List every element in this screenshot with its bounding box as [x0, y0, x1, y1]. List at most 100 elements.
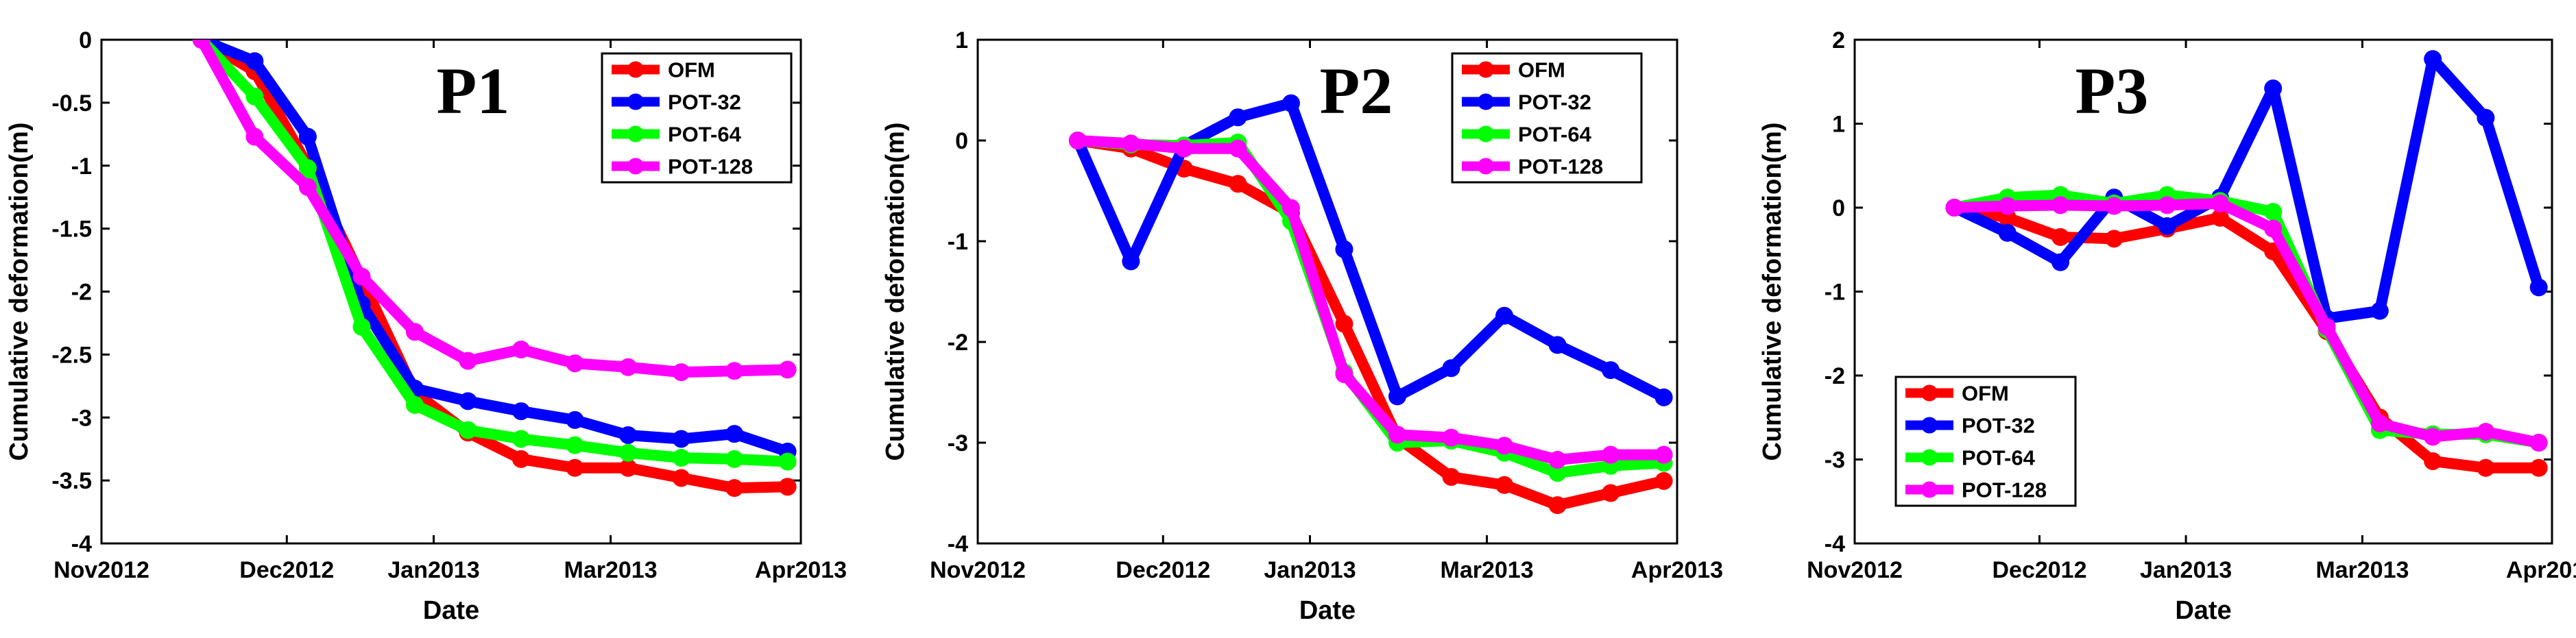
chart-3-series-pot-32-point — [2158, 217, 2176, 235]
chart-1-ytick-label: -1 — [71, 154, 92, 180]
chart-2-ytick-label: -4 — [948, 531, 968, 557]
chart-1-legend-label-pot-64: POT-64 — [668, 123, 742, 147]
chart-1-series-pot-128-point — [725, 362, 744, 380]
chart-1-xtick-label: Jan2013 — [387, 557, 479, 583]
chart-3-legend-marker-pot-32 — [1921, 417, 1938, 434]
chart-3-legend-marker-pot-64 — [1921, 449, 1938, 466]
chart-3-series-pot-128-point — [2529, 434, 2548, 452]
chart-3-xtick-label: Mar2013 — [2315, 557, 2409, 583]
chart-1-series-pot-128-point — [778, 360, 797, 379]
chart-3-series-pot-32-point — [2264, 79, 2283, 98]
chart-1-ylabel: Cumulative deformation(m) — [5, 122, 34, 461]
chart-3-series-ofm-point — [2105, 230, 2123, 248]
chart-1-series-pot-128-point — [512, 341, 530, 359]
chart-2-series-pot-64-point — [1548, 464, 1567, 482]
chart-1-series-pot-64-point — [459, 421, 477, 439]
chart-2-series-pot-32-point — [1654, 388, 1673, 406]
chart-1-ytick-label: -3 — [71, 405, 92, 431]
chart-3-series-ofm-point — [2051, 228, 2070, 246]
chart-1-series-ofm-point — [512, 450, 530, 468]
chart-2-legend-marker-ofm — [1478, 61, 1494, 78]
chart-2-xtick-label: Jan2013 — [1264, 557, 1356, 583]
chart-1-series-pot-32-point — [725, 425, 744, 443]
chart-1-series-pot-32-point — [619, 426, 638, 444]
chart-1-legend-marker-pot-32 — [627, 93, 644, 110]
chart-3-series-pot-128-point — [2477, 423, 2495, 441]
chart-1-xtick-label: Apr2013 — [755, 557, 847, 583]
chart-3-series-ofm-point — [2529, 458, 2548, 477]
chart-1-xtick-label: Mar2013 — [564, 557, 658, 583]
chart-1-ytick-label: 0 — [79, 27, 92, 53]
chart-1-xtick-label: Nov2012 — [53, 557, 149, 583]
chart-2-legend-label-pot-64: POT-64 — [1518, 123, 1592, 147]
chart-3-series-pot-128-point — [2424, 428, 2442, 446]
chart-1-xlabel: Date — [423, 596, 479, 625]
chart-3-legend-marker-ofm — [1921, 384, 1938, 402]
chart-2-ytick-label: 0 — [955, 128, 968, 154]
chart-2-series-pot-32-point — [1122, 252, 1140, 271]
chart-1-title: P1 — [437, 54, 510, 127]
chart-3-ytick-label: -4 — [1825, 531, 1845, 557]
chart-3-series-pot-32-line — [1951, 53, 2544, 324]
chart-1-series-ofm-point — [619, 458, 638, 477]
chart-3-title: P3 — [2075, 54, 2149, 127]
chart-2-series-pot-128-point — [1654, 445, 1673, 464]
chart-3-series-pot-128-point — [2051, 196, 2070, 214]
chart-1-legend-marker-pot-64 — [627, 125, 644, 143]
chart-2-series-pot-128-point — [1442, 428, 1460, 447]
chart-1-legend-label-ofm: OFM — [668, 58, 715, 82]
chart-2-series-ofm-point — [1442, 467, 1460, 486]
chart-1-series-pot-128-point — [672, 363, 690, 382]
chart-2-series-pot-128-point — [1122, 134, 1140, 153]
chart-2-series-ofm-point — [1335, 315, 1353, 333]
chart-3-series-pot-32-point — [1998, 223, 2017, 242]
chart-2-legend-label-ofm: OFM — [1518, 58, 1565, 82]
chart-3-ytick-label: 2 — [1832, 27, 1845, 53]
chart-3-legend-label-pot-128: POT-128 — [1962, 478, 2047, 502]
chart-1-xtick-label: Dec2012 — [239, 557, 334, 583]
chart-1-series-pot-128-point — [245, 127, 264, 146]
chart-3-ytick-label: -2 — [1825, 363, 1845, 389]
chart-3-ylabel: Cumulative deformation(m) — [1758, 122, 1787, 461]
chart-3-series-pot-128-point — [2211, 194, 2229, 212]
chart-2-series-pot-32-point — [1335, 240, 1353, 258]
chart-2-series-pot-128-point — [1335, 365, 1353, 384]
chart-3-series-ofm-point — [2211, 208, 2229, 227]
chart-3-series-pot-128-point — [1998, 197, 2017, 215]
chart-3-series-pot-32-point — [2051, 253, 2070, 271]
chart-2-legend: OFM POT-32 POT-64 POT-128 — [1451, 52, 1643, 184]
chart-3-xtick-label: Jan2013 — [2140, 557, 2232, 583]
chart-1-series-pot-128-point — [405, 323, 424, 341]
chart-2-series-ofm-point — [1654, 471, 1673, 490]
chart-1-ytick-label: -0.5 — [51, 90, 92, 116]
chart-2-series-pot-128-point — [1495, 437, 1514, 455]
chart-3-xtick-label: Apr2013 — [2506, 557, 2576, 583]
chart-2-series-ofm-point — [1229, 175, 1247, 193]
chart-3-legend-marker-pot-128 — [1921, 481, 1938, 498]
chart-1-series-pot-32-point — [566, 410, 584, 429]
chart-3-xlabel: Date — [2175, 596, 2231, 625]
chart-1-series-pot-128-point — [459, 352, 477, 370]
chart-3-legend-label-pot-64: POT-64 — [1962, 446, 2036, 470]
chart-2-ytick-label: 1 — [955, 27, 968, 53]
chart-1-series-pot-128-point — [298, 177, 317, 196]
chart-3-ytick-label: -3 — [1825, 447, 1845, 474]
chart-1-series-pot-64-point — [672, 449, 690, 467]
chart-2-series-pot-32-point — [1281, 94, 1300, 112]
chart-1-series-pot-128-point — [352, 267, 371, 286]
chart-3-series-ofm-point — [2424, 452, 2442, 470]
chart-1-legend-marker-pot-128 — [627, 158, 644, 175]
chart-1-ytick-label: -2.5 — [51, 342, 92, 368]
chart-2-series-pot-128-point — [1175, 139, 1193, 158]
chart-1-series-pot-64-point — [512, 430, 530, 448]
chart-1-series-pot-128-point — [619, 358, 638, 376]
chart-1-series-pot-32-point — [298, 127, 317, 146]
chart-1-legend-label-pot-128: POT-128 — [668, 155, 753, 179]
chart-1-series-pot-32-point — [245, 52, 264, 71]
chart-3-series-pot-128-point — [2264, 219, 2283, 238]
chart-3-series-pot-128-point — [2318, 317, 2336, 336]
chart-3-legend: OFM POT-32 POT-64 POT-128 — [1894, 376, 2077, 507]
chart-3-series-pot-32-point — [2529, 278, 2548, 297]
